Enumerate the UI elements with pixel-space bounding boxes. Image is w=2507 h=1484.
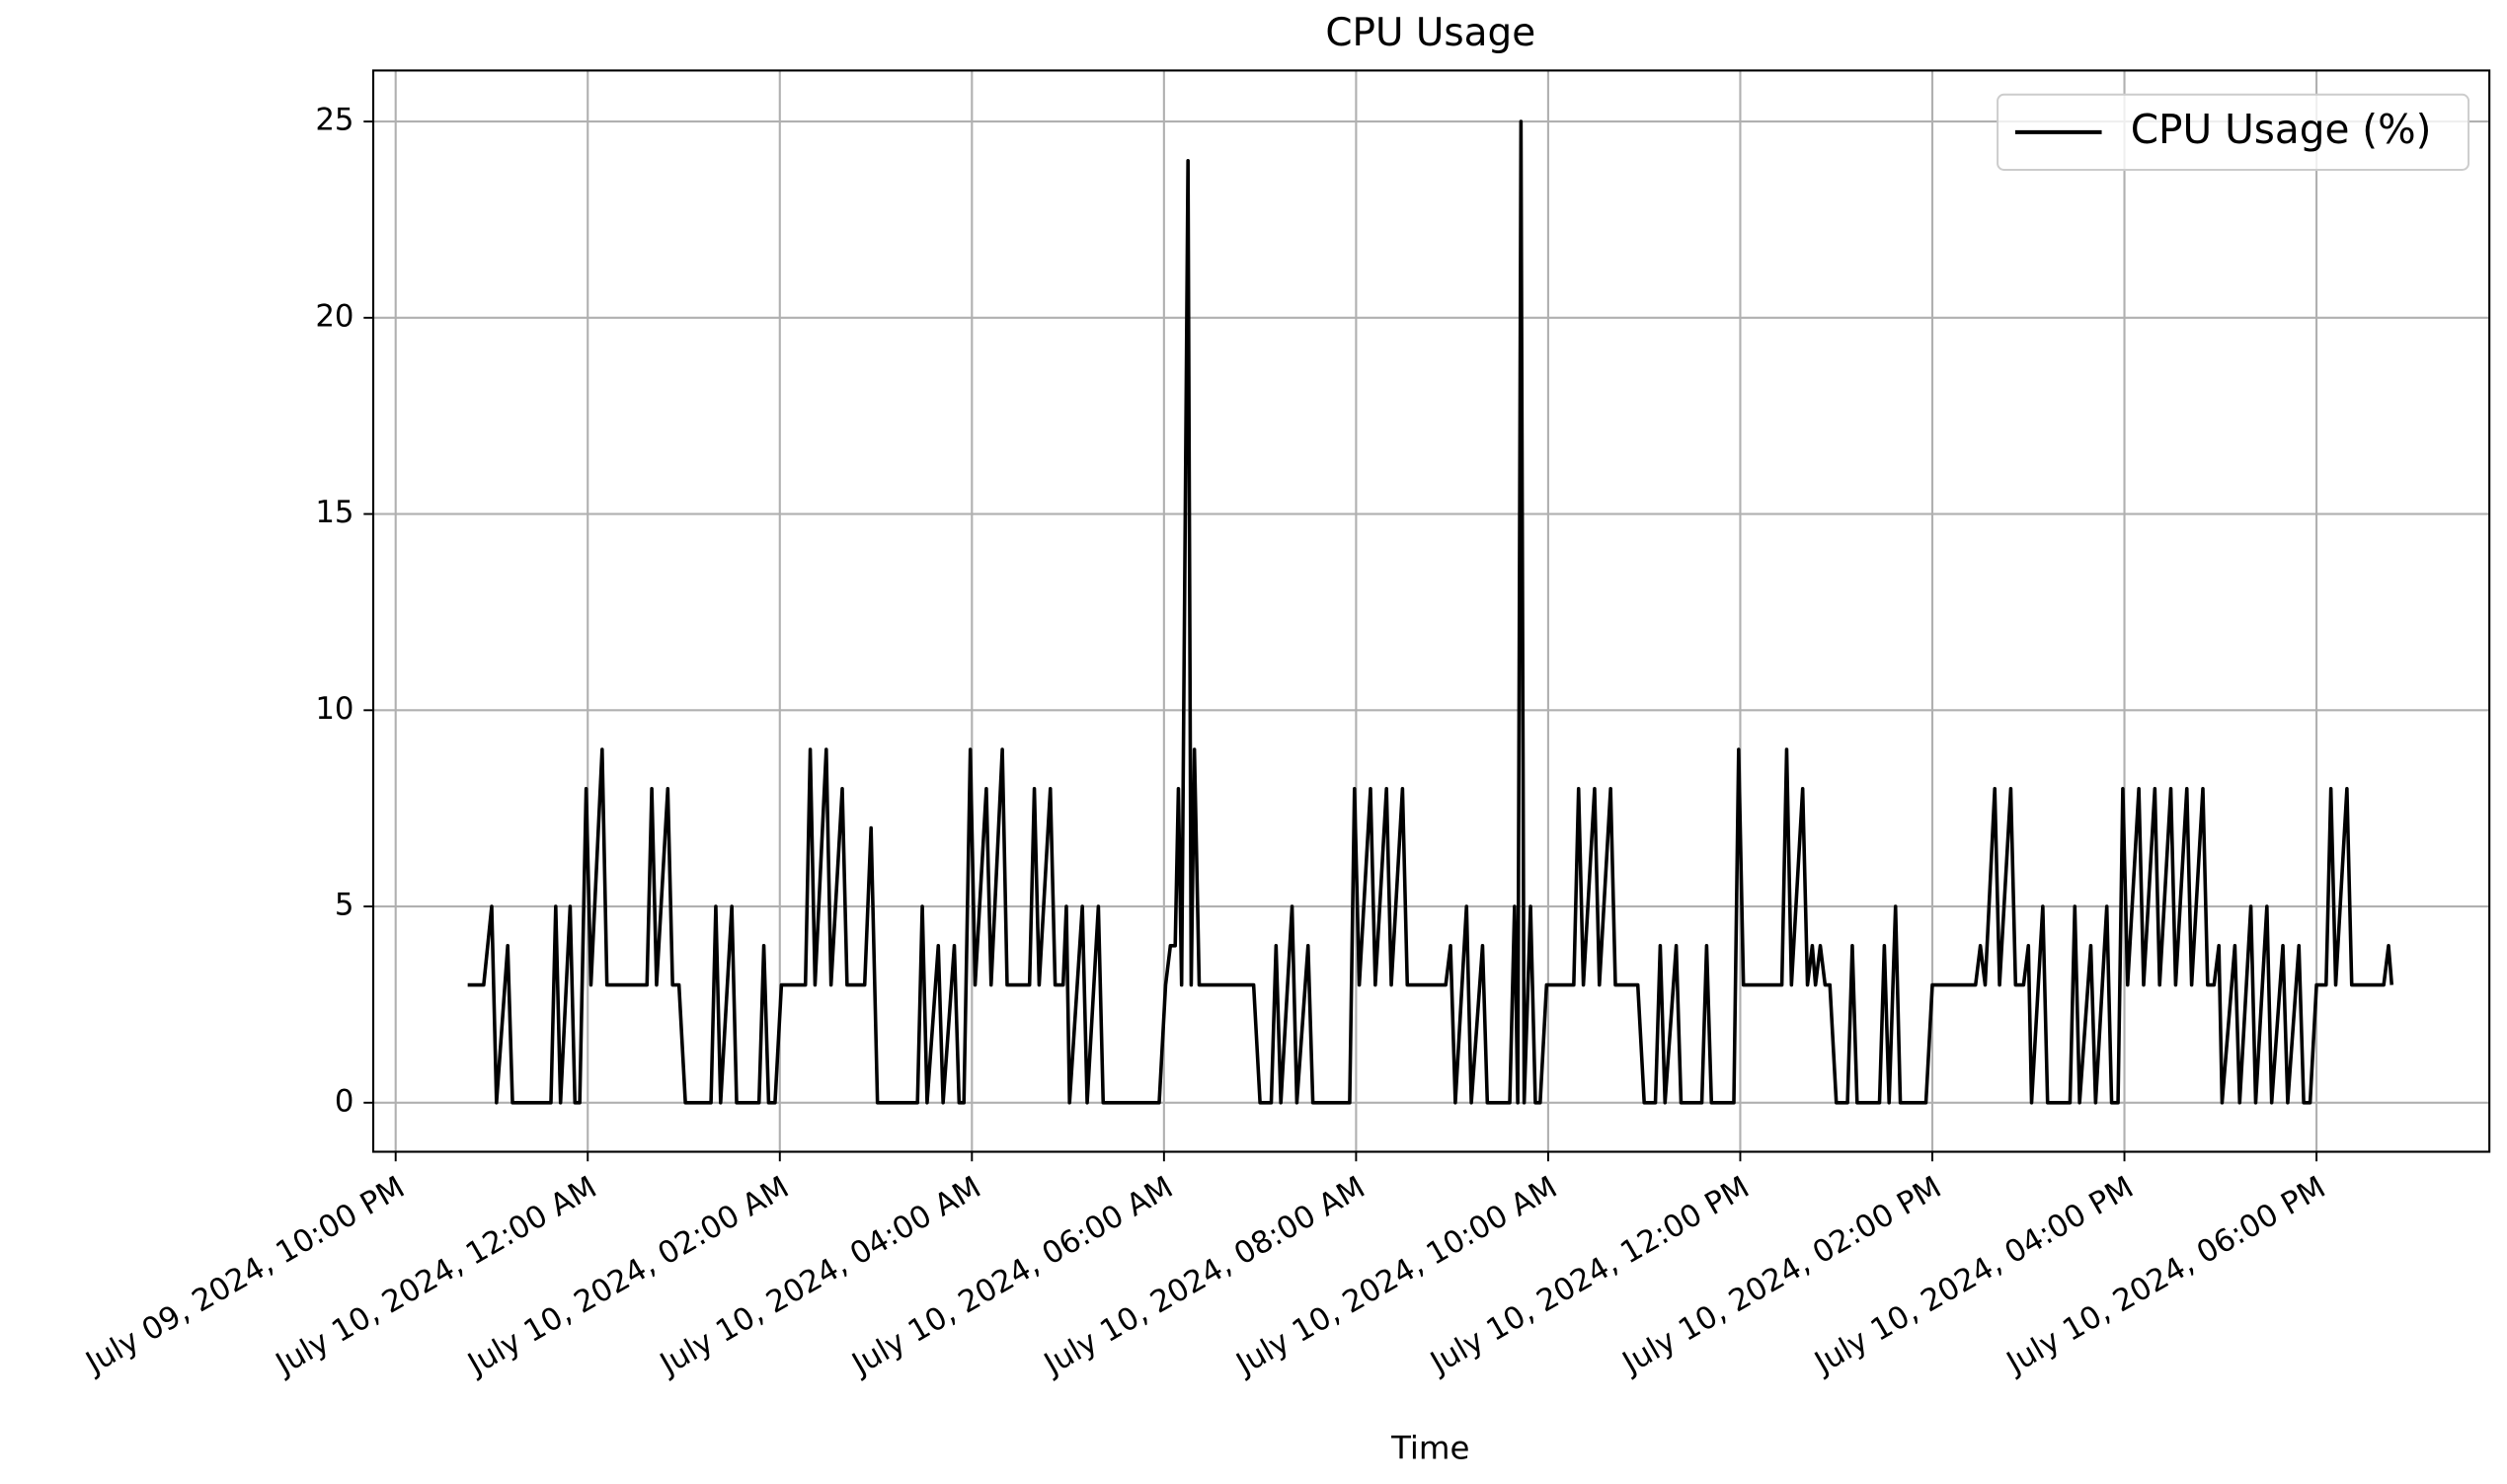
plot-frame [371,69,2491,1153]
legend-label: CPU Usage (%) [2131,106,2432,153]
y-tick-label: 0 [335,1083,354,1119]
data-line [467,119,2394,1105]
x-axis-label: Time [1390,1429,1469,1466]
chart-title: CPU Usage [1325,11,1535,55]
y-tick-label: 10 [315,691,353,727]
y-tick-label: 25 [315,103,353,138]
y-tick-label: 20 [315,298,353,334]
y-tick-label: 5 [335,888,354,923]
legend: CPU Usage (%) [1997,93,2470,171]
y-tick-label: 15 [315,495,353,530]
legend-box [1997,93,2470,171]
